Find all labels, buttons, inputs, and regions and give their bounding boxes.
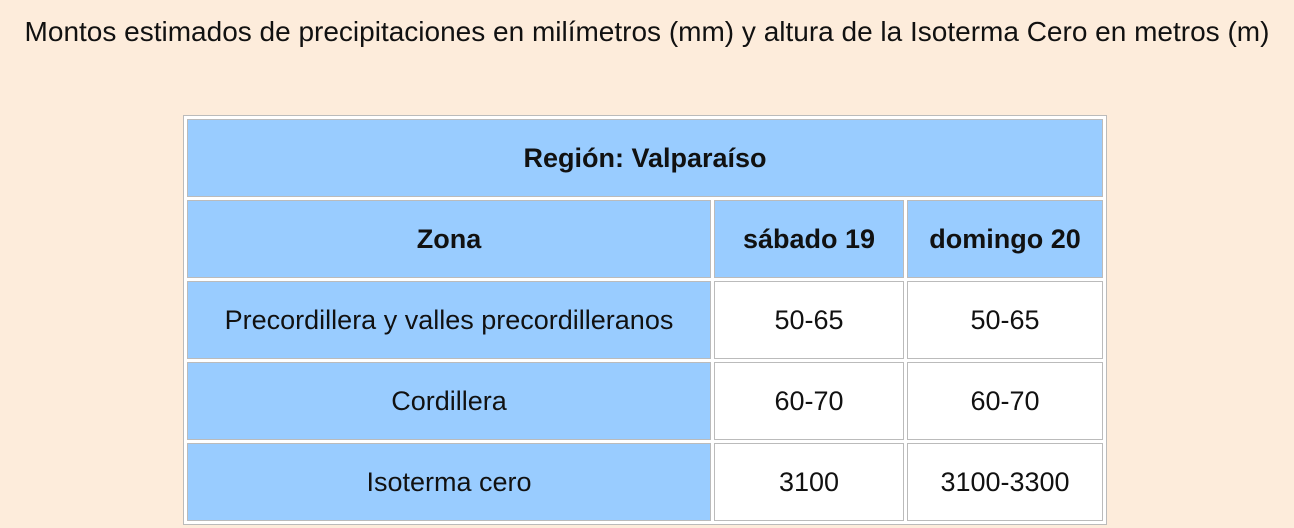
zone-cell: Precordillera y valles precordilleranos <box>187 281 711 359</box>
value-cell: 3100 <box>714 443 904 521</box>
column-header: sábado 19 <box>714 200 904 278</box>
column-header: domingo 20 <box>907 200 1103 278</box>
zone-cell: Isoterma cero <box>187 443 711 521</box>
title: Montos estimados de precipitaciones en m… <box>24 16 1270 47</box>
forecast-table: Región: Valparaíso Zona sábado 19 doming… <box>183 115 1107 525</box>
region-header: Región: Valparaíso <box>187 119 1103 197</box>
value-cell: 50-65 <box>714 281 904 359</box>
value-cell: 60-70 <box>907 362 1103 440</box>
value-cell: 60-70 <box>714 362 904 440</box>
zone-cell: Cordillera <box>187 362 711 440</box>
value-cell: 3100-3300 <box>907 443 1103 521</box>
value-cell: 50-65 <box>907 281 1103 359</box>
column-header: Zona <box>187 200 711 278</box>
